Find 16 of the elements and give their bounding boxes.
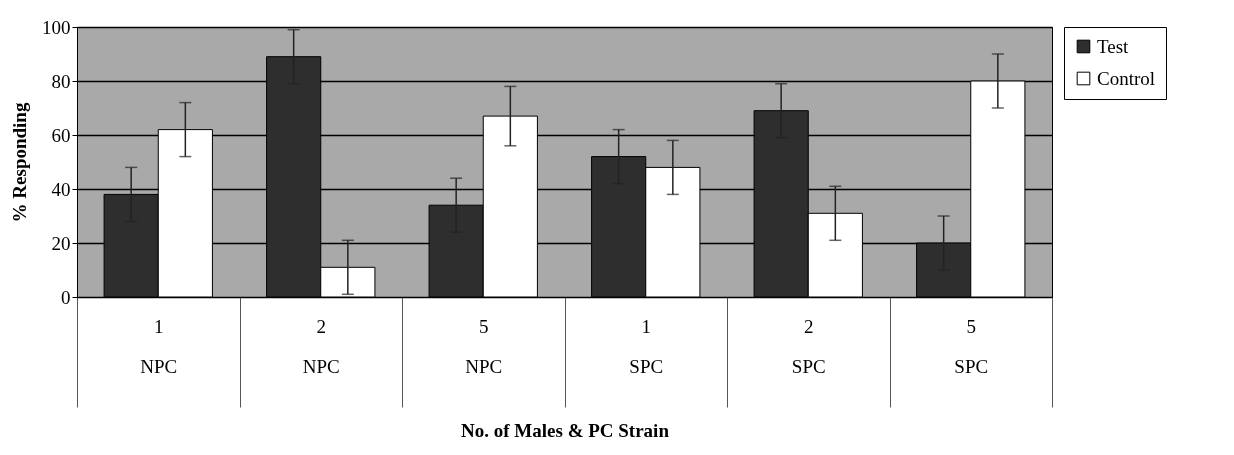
y-axis-title: % Responding: [9, 102, 30, 223]
x-tick-label: 5 SPC: [954, 315, 989, 377]
x-tick-label: 2 NPC: [302, 315, 340, 377]
y-tick-label: 0: [61, 286, 71, 308]
y-tick-label: 60: [51, 124, 71, 146]
x-tick-label: 1 SPC: [629, 315, 664, 377]
x-tick-label: 5 NPC: [465, 315, 503, 377]
y-tick-label: 40: [51, 178, 71, 200]
y-tick-label: 100: [42, 16, 71, 38]
legend-label: Test: [1097, 35, 1130, 57]
x-tick-label: 2 SPC: [791, 315, 826, 377]
y-tick-label: 20: [51, 232, 71, 254]
legend-label: Control: [1097, 67, 1156, 89]
y-tick-label: 80: [51, 70, 71, 92]
x-axis-title: No. of Males & PC Strain: [461, 420, 670, 441]
x-tick-label: 1 NPC: [140, 315, 178, 377]
